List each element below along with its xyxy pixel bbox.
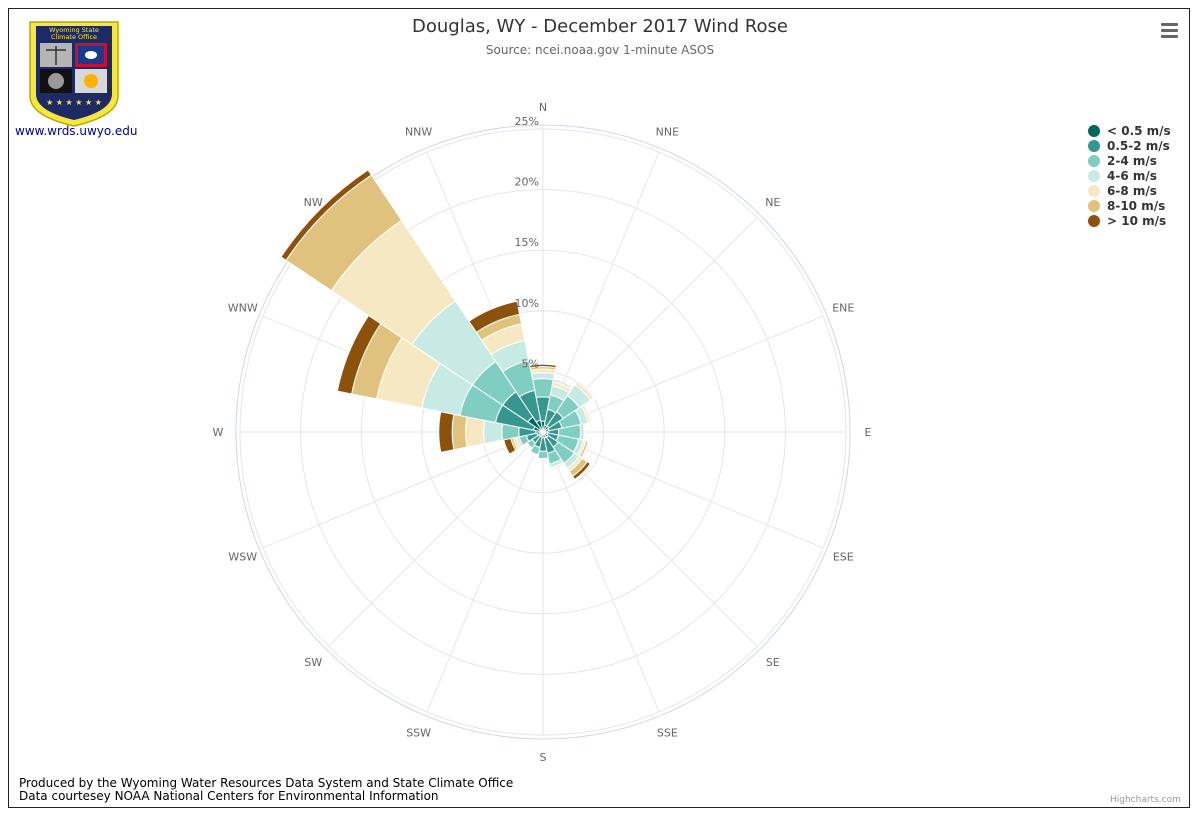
outer-ring (235, 124, 851, 740)
legend-color-swatch (1088, 155, 1100, 167)
wind-bars (280, 169, 596, 481)
direction-label-NNW: NNW (405, 126, 432, 139)
grid-spoke (262, 431, 544, 549)
direction-label-NW: NW (304, 196, 323, 209)
bar-S-series-3[interactable] (536, 457, 550, 461)
legend-color-swatch (1088, 125, 1100, 137)
direction-label-ENE: ENE (832, 302, 854, 315)
chart-title: Douglas, WY - December 2017 Wind Rose (411, 16, 788, 37)
legend-item-6-8[interactable]: 6-8 m/s (1088, 184, 1171, 199)
direction-label-WSW: WSW (228, 550, 257, 563)
legend-color-swatch (1088, 140, 1100, 152)
grid-spoke (542, 315, 824, 433)
radial-tick-label: 20% (515, 176, 539, 189)
footer-line-1: Produced by the Wyoming Water Resources … (19, 776, 514, 790)
chart-menu-button[interactable] (1156, 20, 1184, 42)
bar-W-series-5[interactable] (451, 413, 468, 451)
axis-labels: 5% 10% 15% 20% 25%N NNE NE ENE E ESE SE SSE S SSW SW WS… (213, 101, 872, 764)
direction-label-NE: NE (765, 196, 780, 209)
bar-SSW-series-4[interactable] (528, 451, 539, 458)
direction-label-W: W (213, 426, 224, 439)
highcharts-credits[interactable]: Highcharts.com (1110, 795, 1181, 805)
bar-E-series-4[interactable] (582, 423, 586, 441)
grid-spoke (328, 431, 544, 647)
direction-label-SW: SW (304, 656, 322, 669)
grid-spoke (542, 431, 660, 713)
legend-color-swatch (1088, 185, 1100, 197)
legend-item-4-6[interactable]: 4-6 m/s (1088, 169, 1171, 184)
svg-text:★ ★ ★ ★ ★ ★: ★ ★ ★ ★ ★ ★ (46, 98, 102, 107)
radial-tick-label: 15% (515, 236, 539, 249)
legend-item-2-4[interactable]: 2-4 m/s (1088, 154, 1171, 169)
bar-W-series-4[interactable] (464, 416, 486, 448)
chart-subtitle: Source: ncei.noaa.gov 1-minute ASOS (485, 43, 715, 57)
legend-color-swatch (1088, 215, 1100, 227)
bar-NE-series-5[interactable] (575, 379, 596, 400)
direction-label-WNW: WNW (228, 302, 258, 315)
direction-label-SE: SE (766, 656, 780, 669)
legend-item-8-10[interactable]: 8-10 m/s (1088, 199, 1171, 214)
radial-tick-label: 10% (515, 297, 539, 310)
site-link[interactable]: www.wrds.uwyo.edu (15, 124, 138, 138)
radial-tick-label: 25% (515, 115, 539, 128)
bar-NW-series-6[interactable] (280, 169, 372, 261)
logo-text-line1: Wyoming State (49, 26, 99, 34)
legend-color-swatch (1088, 200, 1100, 212)
footer-line-2: Data courtesey NOAA National Centers for… (19, 789, 439, 803)
bar-SE-series-6[interactable] (571, 460, 592, 481)
direction-label-SSE: SSE (657, 726, 678, 739)
direction-label-SSW: SSW (406, 726, 431, 739)
bar-N-series-3[interactable] (530, 372, 556, 381)
climate-office-logo: Wyoming State Climate Office ★ ★ ★ ★ ★ ★ (29, 21, 119, 127)
grid-spoke (542, 431, 824, 549)
legend: < 0.5 m/s 0.5-2 m/s 2-4 m/s 4-6 m/s 6-8 … (1088, 124, 1171, 229)
legend-color-swatch (1088, 170, 1100, 182)
bar-W-series-6[interactable] (438, 411, 455, 453)
direction-label-E: E (865, 426, 872, 439)
grid-spoke (426, 431, 544, 713)
legend-item-lt-0.5[interactable]: < 0.5 m/s (1088, 124, 1171, 139)
direction-label-S: S (540, 751, 547, 764)
bar-ENE-series-5[interactable] (582, 403, 593, 424)
menu-icon (1161, 23, 1178, 26)
legend-item-gt-10[interactable]: > 10 m/s (1088, 214, 1171, 229)
footer-attribution: Produced by the Wyoming Water Resources … (19, 777, 513, 803)
bar-N-series-6[interactable] (529, 363, 557, 369)
direction-label-N: N (539, 101, 547, 114)
direction-label-NNE: NNE (656, 126, 679, 139)
direction-label-ESE: ESE (833, 550, 854, 563)
legend-item-0.5-2[interactable]: 0.5-2 m/s (1088, 139, 1171, 154)
radial-tick-label: 5% (522, 357, 539, 370)
bar-NNW-series-6[interactable] (468, 300, 521, 333)
bar-SSE-series-5[interactable] (549, 462, 566, 471)
logo-text-line2: Climate Office (51, 33, 97, 41)
